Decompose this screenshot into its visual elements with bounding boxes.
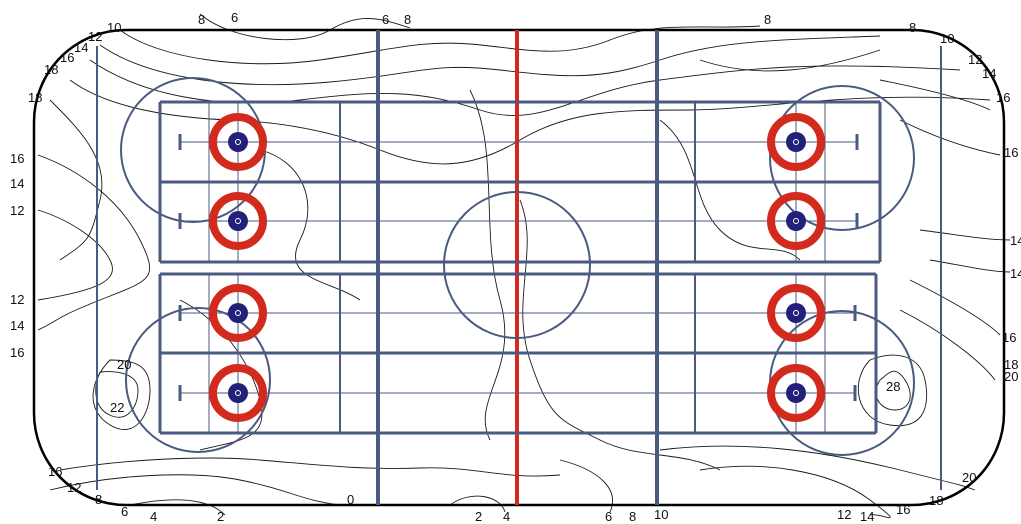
contour-label: 14: [1010, 233, 1021, 248]
contour-label: 18: [28, 90, 43, 105]
contour-label: 20: [962, 470, 977, 485]
contour-line: [49, 474, 341, 506]
contour-label: 18: [929, 493, 944, 508]
house-target: [209, 113, 267, 171]
contour-label: 8: [404, 12, 412, 27]
contour-line: [899, 309, 996, 381]
contour-line: [699, 49, 881, 72]
contour-line: [659, 119, 801, 261]
contour-label: 14: [10, 176, 25, 191]
contour-line: [119, 25, 761, 65]
contour-label: 16: [1002, 330, 1017, 345]
contour-line: [449, 495, 506, 513]
contour-label: 8: [764, 12, 772, 27]
contour-line: [69, 79, 991, 165]
contour-line: [99, 35, 881, 86]
contour-label: 22: [110, 400, 125, 415]
contour-label: 16: [896, 502, 911, 517]
contour-label: 14: [860, 509, 875, 524]
contour-label: 6: [121, 504, 129, 519]
contour-line: [909, 279, 1001, 336]
contour-label: 0: [347, 492, 355, 507]
contour-line: [879, 79, 991, 111]
contour-label: 6: [382, 12, 390, 27]
contour-label: 2: [475, 509, 483, 524]
contour-line: [37, 154, 150, 331]
contour-label: 16: [10, 151, 25, 166]
contour-label: 10: [654, 507, 669, 522]
contour-label: 12: [10, 203, 25, 218]
contour-label: 14: [1010, 266, 1021, 281]
contour-label: 12: [968, 52, 983, 67]
contour-label: 12: [88, 29, 103, 44]
contour-label: 14: [74, 40, 89, 55]
contour-label: 16: [996, 90, 1011, 105]
contour-label: 4: [150, 509, 158, 524]
contour-line: [49, 99, 103, 261]
contour-label: 6: [605, 509, 613, 524]
contour-label: 16: [10, 345, 25, 360]
house-target: [767, 192, 825, 250]
contour-line: [92, 359, 151, 430]
contour-label: 14: [10, 318, 25, 333]
contour-label: 12: [10, 292, 25, 307]
house-target: [209, 192, 267, 250]
house-target: [767, 113, 825, 171]
faceoff-circle-bottom-left: [125, 307, 271, 453]
contour-line: [469, 89, 506, 441]
contour-label: 12: [837, 507, 852, 522]
contour-line: [875, 370, 911, 411]
contour-label: 16: [60, 50, 75, 65]
contour-label: 14: [982, 66, 997, 81]
contour-line: [129, 499, 226, 516]
contour-line: [659, 445, 976, 491]
contour-label: 4: [503, 509, 511, 524]
contour-label: 18: [1004, 357, 1019, 372]
contour-label: 8: [95, 492, 103, 507]
contour-label: 12: [67, 480, 82, 495]
contour-label: 8: [198, 12, 206, 27]
contour-label: 20: [1004, 369, 1019, 384]
contour-label: 18: [44, 62, 59, 77]
contour-label: 8: [909, 20, 917, 35]
house-target: [209, 284, 267, 342]
contour-label: 16: [48, 464, 63, 479]
contour-label: 10: [107, 20, 122, 35]
house-target: [767, 284, 825, 342]
contour-label: 2: [217, 509, 225, 524]
house-target: [209, 364, 267, 422]
contour-label: 10: [940, 31, 955, 46]
contour-line: [59, 457, 561, 477]
house-target: [767, 364, 825, 422]
contour-label: 28: [886, 379, 901, 394]
contour-line: [699, 465, 891, 519]
center-circle: [443, 191, 591, 339]
contour-label: 8: [629, 509, 637, 524]
contour-line: [37, 209, 113, 301]
contour-label: 16: [1004, 145, 1019, 160]
faceoff-circle-top-right: [769, 85, 915, 231]
contour-line: [899, 119, 1001, 156]
contour-line: [857, 354, 928, 427]
contour-line: [919, 229, 1011, 241]
contour-label: 20: [117, 357, 132, 372]
contour-line: [519, 199, 721, 471]
contour-line: [259, 149, 361, 301]
contour-label: 6: [231, 10, 239, 25]
